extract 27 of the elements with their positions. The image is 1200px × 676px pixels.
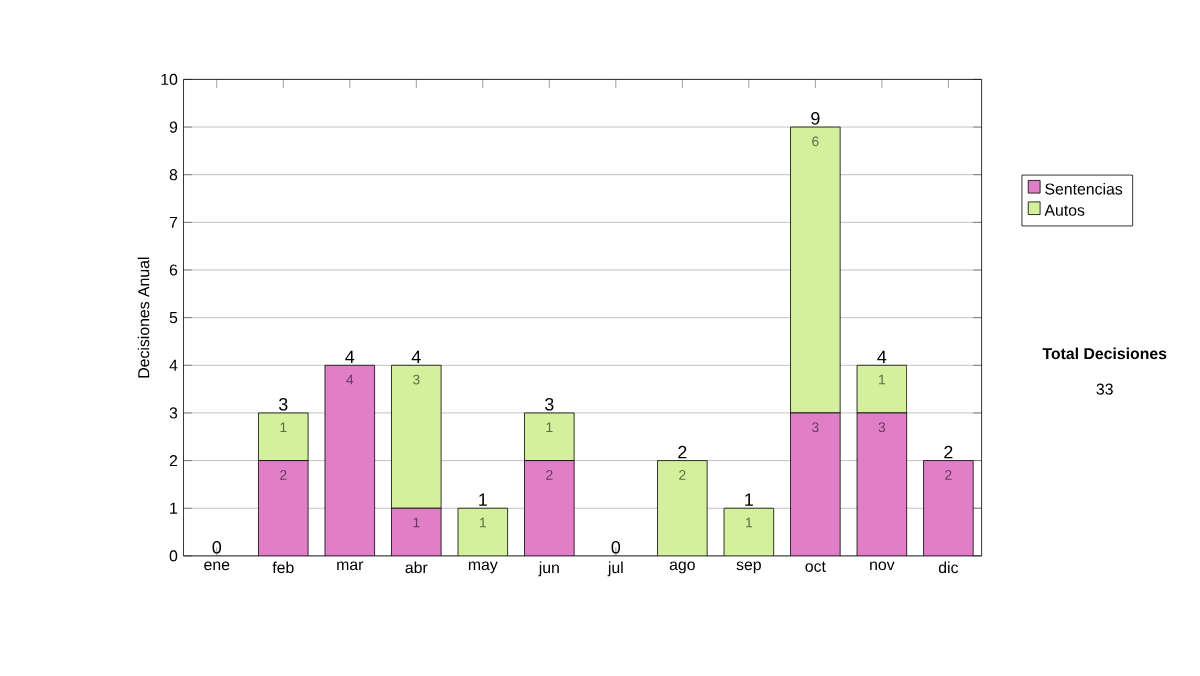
- total-label: 4: [411, 351, 421, 364]
- total-label: 4: [345, 351, 355, 364]
- total-label: 9: [811, 112, 820, 126]
- total-label: 0: [611, 541, 621, 555]
- bar: [457, 508, 509, 557]
- total-label: 0: [212, 541, 222, 555]
- total-label: 4: [877, 351, 887, 364]
- total-label: 1: [479, 494, 487, 507]
- bar: [391, 365, 442, 510]
- bar: [857, 413, 907, 557]
- bar: [524, 413, 575, 462]
- bar: [790, 413, 841, 557]
- total-label: 2: [944, 446, 953, 459]
- bar: [258, 413, 309, 462]
- bar: [324, 365, 376, 557]
- total-label: 3: [279, 398, 288, 412]
- bar: [524, 460, 575, 557]
- total-label: 2: [678, 446, 687, 459]
- bar: [724, 508, 774, 557]
- bar: [657, 461, 708, 557]
- total-label: 1: [745, 494, 753, 507]
- bar: [258, 460, 309, 557]
- bar: [790, 127, 841, 414]
- bar: [391, 508, 442, 557]
- bar: [923, 460, 974, 557]
- total-label: 3: [545, 398, 554, 412]
- bar: [856, 365, 908, 414]
